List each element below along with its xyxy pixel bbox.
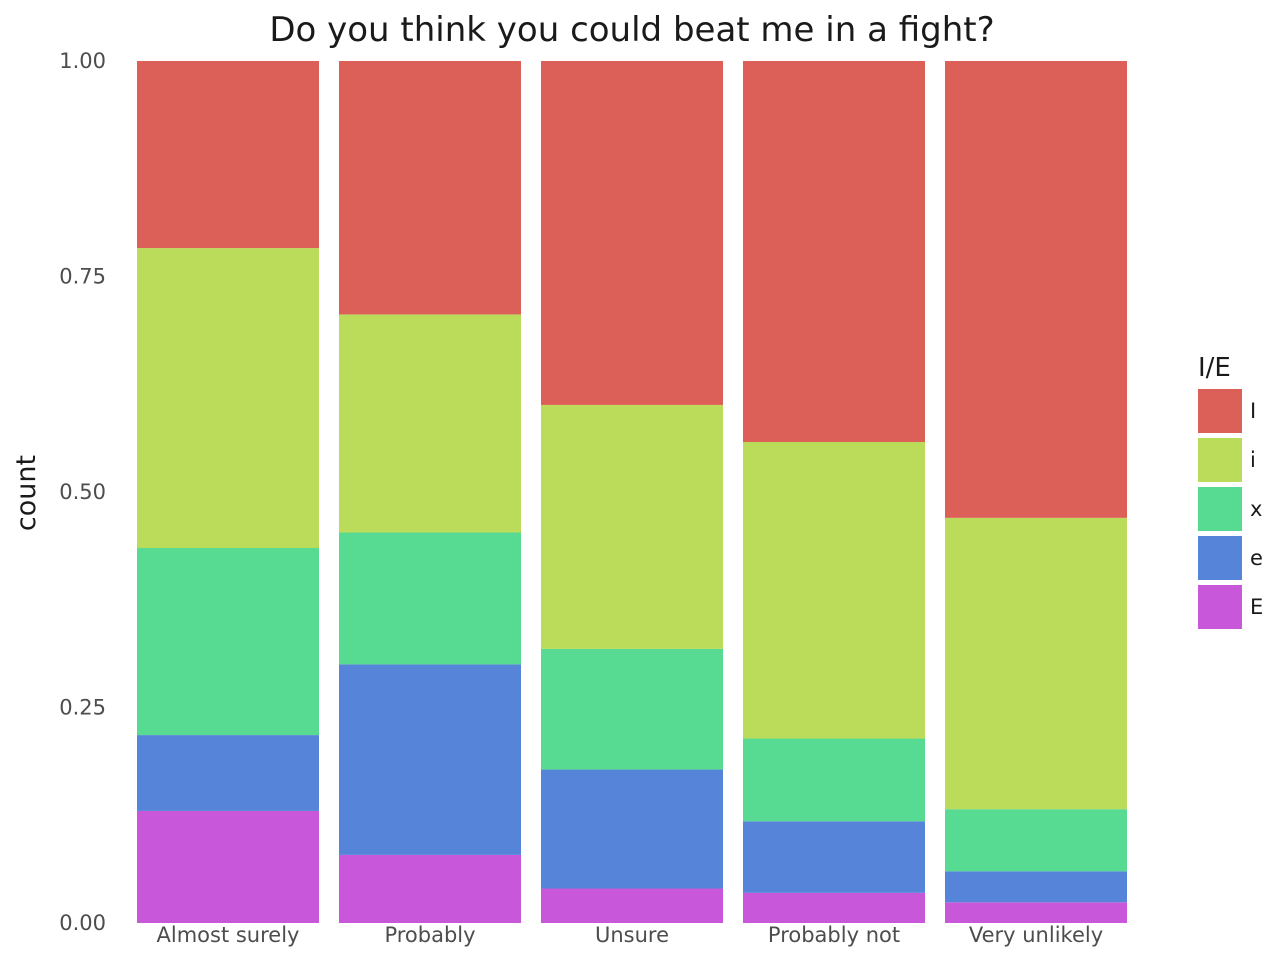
y-tick-label: 0.75	[59, 265, 106, 289]
y-tick-label: 0.25	[59, 696, 106, 720]
bar-segment-almost-surely-e	[137, 735, 319, 811]
bar-segment-unsure-I	[541, 61, 723, 405]
y-tick-label: 0.50	[59, 480, 106, 504]
bar-segment-unsure-x	[541, 648, 723, 770]
bar-segment-probably-not-i	[743, 442, 925, 739]
bar-segment-probably-e	[339, 664, 521, 855]
legend-swatch-x	[1198, 487, 1242, 531]
bar-segment-probably-I	[339, 61, 521, 315]
y-tick-label: 0.00	[59, 911, 106, 935]
bar-segment-unsure-E	[541, 888, 723, 923]
y-axis-ticks: 0.00 0.25 0.50 0.75 1.00	[59, 49, 106, 935]
chart-title: Do you think you could beat me in a figh…	[269, 10, 994, 50]
bar-segment-almost-surely-E	[137, 810, 319, 923]
bar-segment-very-unlikely-E	[945, 902, 1127, 923]
bar-segment-almost-surely-x	[137, 548, 319, 736]
bar-segment-unsure-i	[541, 404, 723, 649]
bar-segment-almost-surely-i	[137, 248, 319, 549]
legend-swatch-i	[1198, 438, 1242, 482]
y-tick-label: 1.00	[59, 49, 106, 73]
bar-segment-very-unlikely-x	[945, 809, 1127, 872]
bar-segment-probably-not-x	[743, 738, 925, 822]
y-axis-label: count	[11, 455, 42, 531]
bar-segment-probably-not-e	[743, 821, 925, 893]
bars-group	[137, 61, 1127, 923]
legend: I/E Ii x e E	[1198, 353, 1263, 629]
x-tick-label-almost-surely: Almost surely	[157, 923, 300, 947]
bar-segment-probably-not-I	[743, 61, 925, 443]
x-axis-ticks: Almost surely Probably Unsure Probably not V…	[157, 923, 1104, 947]
bar-segment-very-unlikely-e	[945, 871, 1127, 903]
legend-label-e: e	[1250, 546, 1263, 570]
legend-label-i: i	[1250, 448, 1256, 472]
legend-label-I: I	[1250, 399, 1256, 423]
legend-items: Ii x e E	[1198, 389, 1263, 629]
bar-segment-probably-E	[339, 854, 521, 923]
legend-label-E: E	[1250, 595, 1263, 619]
bar-segment-very-unlikely-I	[945, 61, 1127, 518]
bar-segment-unsure-e	[541, 769, 723, 889]
x-tick-label-probably: Probably	[384, 923, 475, 947]
x-tick-label-very-unlikely: Very unlikely	[969, 923, 1103, 947]
bar-segment-probably-i	[339, 314, 521, 533]
legend-swatch-E	[1198, 585, 1242, 629]
bar-segment-almost-surely-I	[137, 61, 319, 249]
bar-segment-very-unlikely-i	[945, 517, 1127, 810]
bar-segment-probably-not-E	[743, 892, 925, 923]
legend-label-x: x	[1250, 497, 1262, 521]
x-tick-label-probably-not: Probably not	[768, 923, 900, 947]
legend-swatch-e	[1198, 536, 1242, 580]
x-tick-label-unsure: Unsure	[595, 923, 669, 947]
legend-title: I/E	[1198, 353, 1231, 383]
legend-swatch-I	[1198, 389, 1242, 433]
bar-segment-probably-x	[339, 532, 521, 665]
